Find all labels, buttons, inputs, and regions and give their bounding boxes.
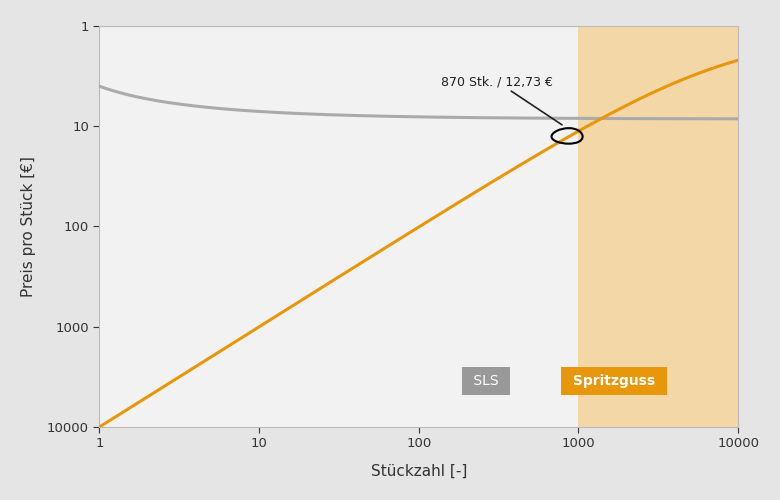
Text: 870 Stk. / 12,73 €: 870 Stk. / 12,73 € — [441, 76, 562, 125]
Text: SLS: SLS — [469, 374, 503, 388]
X-axis label: Stückzahl [-]: Stückzahl [-] — [370, 464, 467, 479]
Text: Spritzguss: Spritzguss — [568, 374, 660, 388]
Y-axis label: Preis pro Stück [€]: Preis pro Stück [€] — [21, 156, 36, 297]
Bar — [579, 26, 738, 427]
